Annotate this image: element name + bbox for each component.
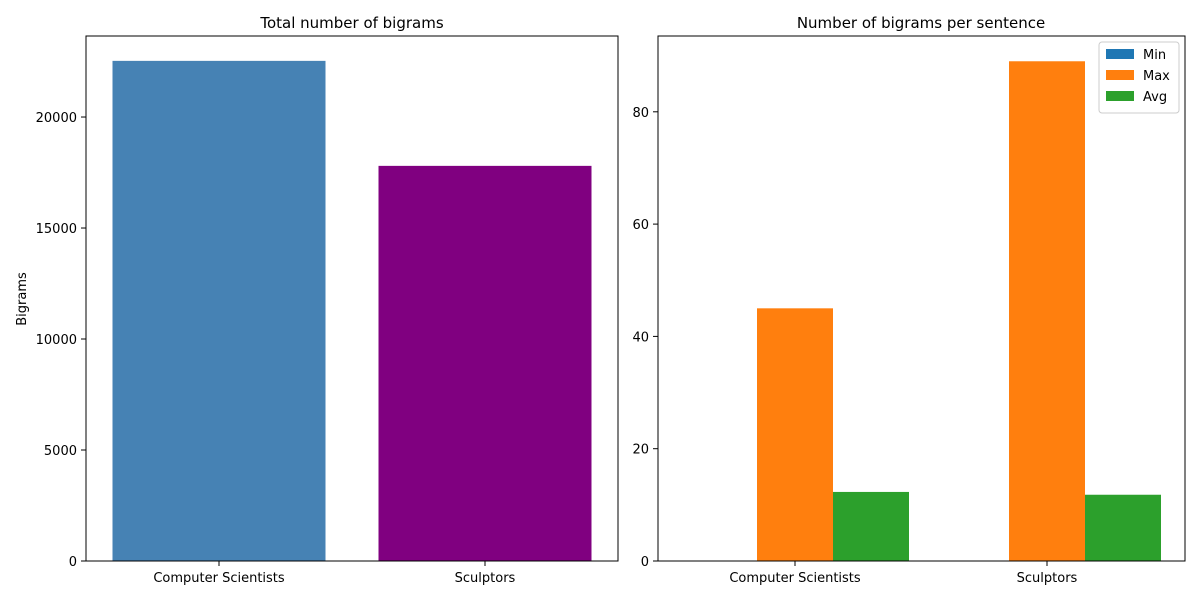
legend-label: Avg xyxy=(1143,90,1167,105)
chart-title: Total number of bigrams xyxy=(259,14,444,32)
x-tick-label: Computer Scientists xyxy=(729,571,861,586)
total-bigrams-chart: Total number of bigrams Bigrams Computer… xyxy=(15,14,619,586)
y-tick-label: 10000 xyxy=(36,333,77,348)
legend: Min Max Avg xyxy=(1098,41,1180,114)
legend-label: Max xyxy=(1143,69,1170,84)
legend-swatch xyxy=(1106,91,1134,101)
bar xyxy=(378,165,592,561)
bar xyxy=(833,491,909,561)
y-axis-label: Bigrams xyxy=(15,272,30,326)
y-tick-label: 40 xyxy=(632,330,649,345)
chart-title: Number of bigrams per sentence xyxy=(797,14,1045,32)
plot-frame xyxy=(85,35,619,562)
y-tick-label: 20 xyxy=(632,443,649,458)
x-tick-label: Sculptors xyxy=(455,571,516,586)
plot-frame xyxy=(657,35,1186,562)
y-tick-label: 80 xyxy=(632,106,649,121)
legend-swatch xyxy=(1106,49,1134,59)
bars-group xyxy=(757,61,1161,561)
bar xyxy=(757,308,833,561)
legend-swatch xyxy=(1106,70,1134,80)
y-tick-label: 0 xyxy=(69,555,77,570)
x-tick-label: Computer Scientists xyxy=(153,571,285,586)
y-tick-label: 20000 xyxy=(36,111,77,126)
y-tick-label: 60 xyxy=(632,218,649,233)
bigrams-per-sentence-chart: Number of bigrams per sentence Computer … xyxy=(632,14,1186,586)
bar xyxy=(1009,61,1085,561)
y-tick-label: 0 xyxy=(641,555,649,570)
y-tick-label: 5000 xyxy=(44,444,77,459)
bars-group xyxy=(112,60,592,561)
bar xyxy=(112,60,326,561)
legend-label: Min xyxy=(1143,48,1166,63)
y-tick-label: 15000 xyxy=(36,222,77,237)
ticks-group: Computer Scientists Sculptors 0 20 40 60 80 xyxy=(632,106,1077,586)
bar xyxy=(1085,494,1161,561)
x-tick-label: Sculptors xyxy=(1017,571,1078,586)
ticks-group: Computer Scientists Sculptors 0 5000 10000 15… xyxy=(36,111,516,586)
